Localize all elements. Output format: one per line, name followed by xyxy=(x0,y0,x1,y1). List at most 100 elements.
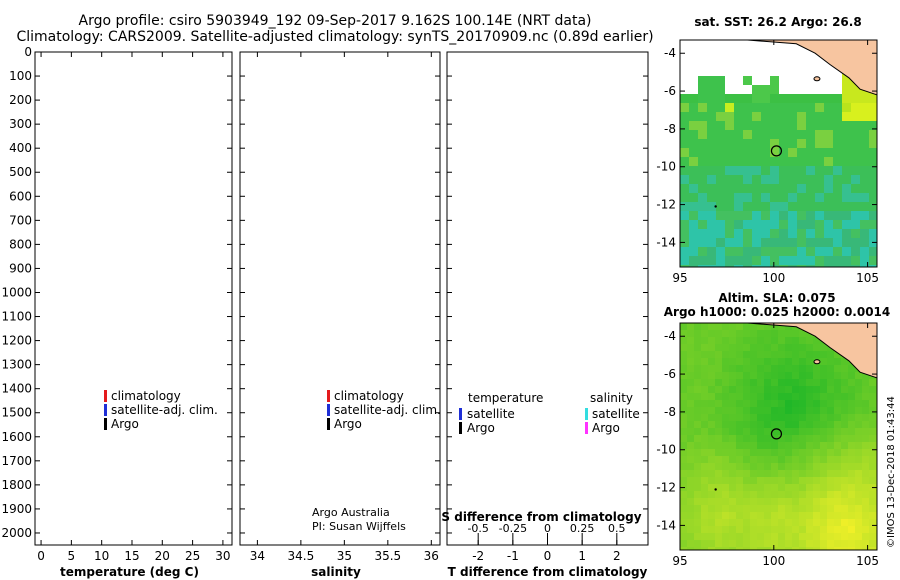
map-cell xyxy=(799,512,806,519)
map-y-tick-label: -10 xyxy=(656,160,676,174)
map-cell xyxy=(848,547,855,550)
map-cell xyxy=(785,435,792,442)
map-cell xyxy=(799,540,806,547)
map-cell xyxy=(806,421,813,428)
map-cell xyxy=(729,470,736,477)
map-cell xyxy=(752,148,761,157)
map-cell xyxy=(841,365,848,372)
map-cell xyxy=(788,256,797,265)
map-y-tick-label: -8 xyxy=(664,122,676,136)
map-cell xyxy=(694,358,701,365)
map-cell xyxy=(792,414,799,421)
map-cell xyxy=(680,379,687,386)
map-cell xyxy=(833,67,842,76)
map-cell xyxy=(779,103,788,112)
map-cell xyxy=(725,175,734,184)
map-cell xyxy=(799,372,806,379)
map-cell xyxy=(689,247,698,256)
legend-label: Argo xyxy=(592,421,620,435)
map-cell xyxy=(778,421,785,428)
map-cell xyxy=(680,67,689,76)
map-cell xyxy=(694,421,701,428)
map-cell xyxy=(707,184,716,193)
map-cell xyxy=(764,330,771,337)
map-cell xyxy=(715,435,722,442)
map-cell xyxy=(757,435,764,442)
map-cell xyxy=(734,175,743,184)
map-cell xyxy=(792,456,799,463)
map-cell xyxy=(687,379,694,386)
map-cell xyxy=(778,323,785,330)
map-y-tick-label: -6 xyxy=(664,367,676,381)
map-cell xyxy=(694,428,701,435)
map-cell xyxy=(694,386,701,393)
island xyxy=(714,205,717,208)
map-cell xyxy=(708,386,715,393)
map-cell xyxy=(771,463,778,470)
map-cell xyxy=(806,184,815,193)
map-cell xyxy=(833,139,842,148)
map-cell xyxy=(715,442,722,449)
map-cell xyxy=(827,379,834,386)
legend-swatch xyxy=(104,390,107,402)
map-cell xyxy=(824,103,833,112)
map-y-tick-label: -6 xyxy=(664,84,676,98)
map-cell xyxy=(785,519,792,526)
map-cell xyxy=(806,67,815,76)
map-cell xyxy=(750,470,757,477)
map-cell xyxy=(848,533,855,540)
map-cell xyxy=(855,470,862,477)
map-cell xyxy=(860,229,869,238)
map-cell xyxy=(770,58,779,67)
map-cell xyxy=(701,442,708,449)
map-cell xyxy=(680,344,687,351)
map-cell xyxy=(750,337,757,344)
map-cell xyxy=(860,202,869,211)
map-cell xyxy=(736,526,743,533)
map-cell xyxy=(707,76,716,85)
map-cell xyxy=(860,184,869,193)
map-cell xyxy=(734,94,743,103)
map-cell xyxy=(799,505,806,512)
map-cell xyxy=(729,519,736,526)
map-cell xyxy=(734,157,743,166)
map-x-tick-label: 95 xyxy=(672,271,687,285)
map-cell xyxy=(708,365,715,372)
map-cell xyxy=(707,148,716,157)
y-tick-label: 500 xyxy=(9,165,32,179)
map-cell xyxy=(806,265,815,267)
map-cell xyxy=(841,505,848,512)
map-cell xyxy=(827,442,834,449)
map-x-tick-label: 105 xyxy=(856,554,879,568)
map-cell xyxy=(792,351,799,358)
map-cell xyxy=(687,519,694,526)
map-cell xyxy=(757,337,764,344)
map-cell xyxy=(827,505,834,512)
x-tick-label: 34.5 xyxy=(288,549,315,563)
map-cell xyxy=(815,175,824,184)
map-cell xyxy=(797,175,806,184)
map-cell xyxy=(785,407,792,414)
map-cell xyxy=(827,512,834,519)
map-cell xyxy=(729,491,736,498)
map-cell xyxy=(743,449,750,456)
map-cell xyxy=(708,323,715,330)
map-cell xyxy=(820,365,827,372)
map-cell xyxy=(708,491,715,498)
map-cell xyxy=(820,379,827,386)
map-cell xyxy=(680,400,687,407)
map-cell xyxy=(750,351,757,358)
map-cell xyxy=(736,463,743,470)
map-cell xyxy=(729,407,736,414)
map-cell xyxy=(842,139,851,148)
map-cell xyxy=(824,184,833,193)
map-cell xyxy=(715,400,722,407)
map-cell xyxy=(842,202,851,211)
map-cell xyxy=(813,372,820,379)
map-cell xyxy=(820,344,827,351)
map-cell xyxy=(708,470,715,477)
map-cell xyxy=(862,512,869,519)
map-cell xyxy=(757,379,764,386)
map-cell xyxy=(680,512,687,519)
map-cell xyxy=(764,372,771,379)
